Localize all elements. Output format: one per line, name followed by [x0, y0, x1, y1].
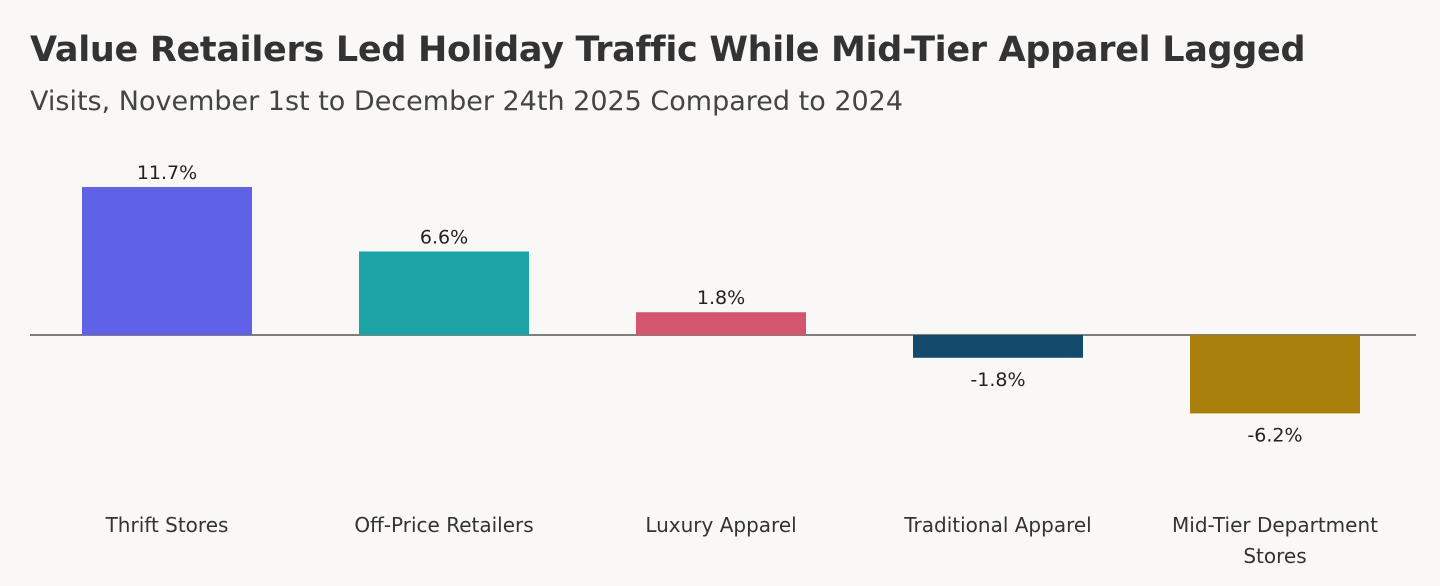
- value-label-2: 1.8%: [697, 287, 745, 309]
- category-label-4-line-1: Stores: [1243, 544, 1306, 568]
- chart-title: Value Retailers Led Holiday Traffic Whil…: [30, 30, 1306, 70]
- value-label-1: 6.6%: [420, 227, 468, 249]
- value-label-3: -1.8%: [970, 369, 1025, 391]
- category-label-4-line-0: Mid-Tier Department: [1172, 513, 1378, 537]
- chart-subtitle: Visits, November 1st to December 24th 20…: [30, 86, 904, 117]
- bar-2: [636, 312, 806, 335]
- bar-1: [359, 251, 529, 335]
- category-label-0: Thrift Stores: [105, 513, 229, 537]
- bar-4: [1190, 335, 1360, 414]
- category-label-2: Luxury Apparel: [645, 513, 796, 537]
- bar-3: [913, 335, 1083, 358]
- category-label-3: Traditional Apparel: [903, 513, 1091, 537]
- value-label-0: 11.7%: [137, 162, 197, 184]
- value-label-4: -6.2%: [1247, 424, 1302, 446]
- category-label-1: Off-Price Retailers: [354, 513, 533, 537]
- bar-0: [82, 186, 252, 335]
